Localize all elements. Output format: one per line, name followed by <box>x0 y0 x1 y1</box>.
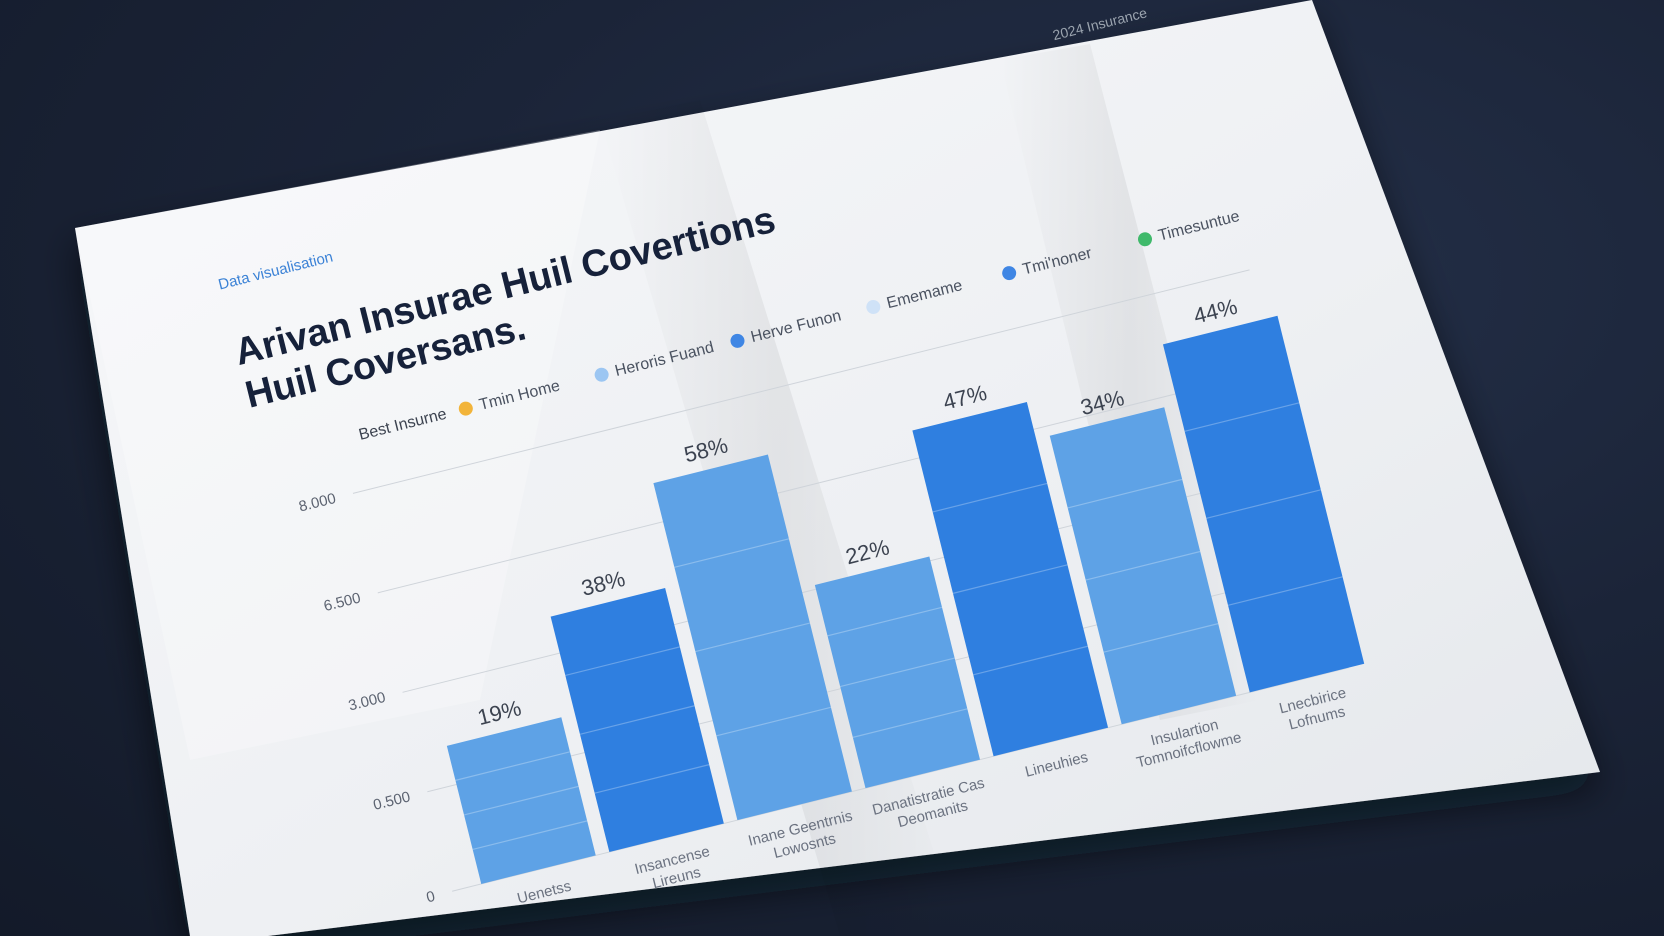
y-gridline <box>377 368 1275 594</box>
bar-gridline <box>455 751 571 781</box>
bar-gridline <box>565 646 680 677</box>
bar-gridline <box>674 538 790 568</box>
bar-2 <box>653 454 852 821</box>
bar-gridline <box>1085 550 1201 581</box>
bar-gridline <box>579 705 695 735</box>
bar-gridline <box>1067 478 1183 509</box>
bar-gridline <box>1227 576 1343 606</box>
bar-5 <box>1049 407 1237 725</box>
bar-gridline <box>1103 623 1219 653</box>
legend-dot-2 <box>730 333 745 348</box>
y-gridline <box>352 269 1250 494</box>
bar-gridline <box>463 785 579 816</box>
bar-gridline <box>1206 489 1321 519</box>
bar-6 <box>1162 315 1365 693</box>
bar-4 <box>912 401 1109 757</box>
paper-fold-light <box>75 130 600 760</box>
bar-gridline <box>973 645 1088 676</box>
bars-group: 19%38%58%22%47% 34%44% <box>446 294 1365 884</box>
bar-gridline <box>472 820 588 851</box>
bar-gridline <box>594 764 710 794</box>
bar-gridline <box>952 564 1068 594</box>
bar-0 <box>446 717 596 884</box>
legend-dot-4 <box>1002 266 1017 281</box>
bar-gridline <box>852 708 968 738</box>
bar-gridline <box>695 622 811 653</box>
legend-dot-1 <box>594 367 609 382</box>
y-tick-label: 0 <box>425 888 437 907</box>
legend-dot-3 <box>866 299 881 314</box>
bar-gridline <box>1184 402 1300 432</box>
bar-3 <box>814 556 980 789</box>
legend-dot-0 <box>458 401 473 416</box>
legend-dot-5 <box>1138 232 1153 247</box>
bar-gridline <box>932 482 1048 513</box>
bar-1 <box>550 588 724 853</box>
bar-gridline <box>716 706 832 737</box>
bar-gridline <box>840 657 955 688</box>
bar-gridline <box>827 606 943 637</box>
